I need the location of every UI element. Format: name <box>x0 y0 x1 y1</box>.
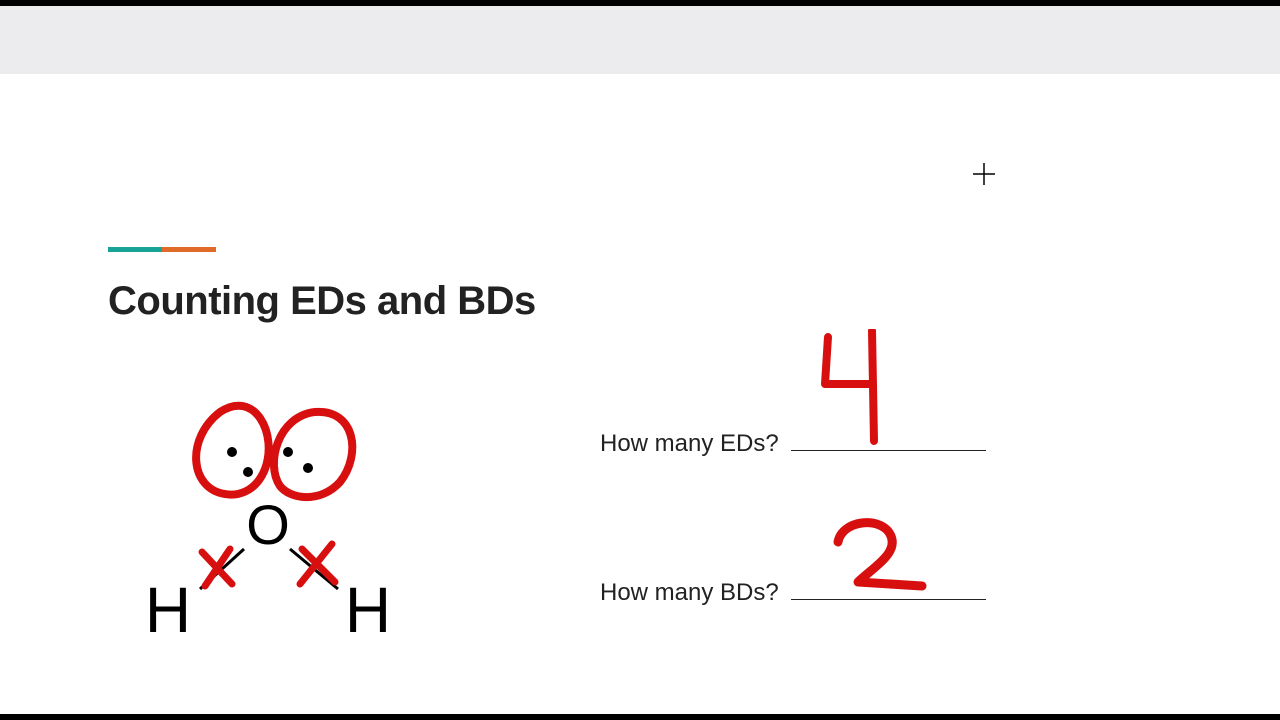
svg-text:O: O <box>246 493 290 556</box>
question-eds-label: How many EDs? <box>600 430 779 457</box>
slide-title: Counting EDs and BDs <box>108 279 536 324</box>
cursor-crosshair <box>972 162 996 191</box>
svg-text:H: H <box>145 574 191 646</box>
answer-eds-handwriting <box>810 329 900 449</box>
bond-x-mark-left <box>202 549 232 586</box>
question-eds: How many EDs? <box>600 427 986 458</box>
letterbox-bottom <box>0 714 1280 720</box>
question-bds-label: How many BDs? <box>600 579 779 606</box>
accent-teal <box>108 247 162 252</box>
bond-x-mark-right <box>300 544 335 584</box>
accent-orange <box>162 247 216 252</box>
molecule-diagram: O H H <box>130 394 430 674</box>
toolbar <box>0 6 1280 74</box>
answer-bds-handwriting <box>820 514 940 604</box>
svg-text:H: H <box>345 574 391 646</box>
accent-bar <box>108 247 216 252</box>
slide-area: Counting EDs and BDs O H H <box>0 74 1280 714</box>
